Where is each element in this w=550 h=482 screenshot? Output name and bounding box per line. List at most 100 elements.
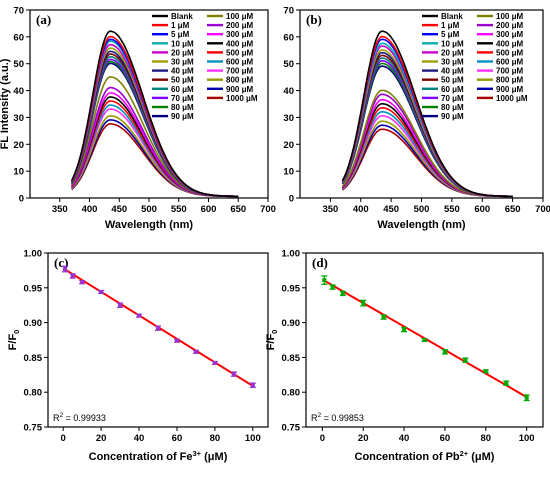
- data-point: [381, 315, 386, 320]
- data-point: [340, 291, 345, 296]
- x-axis-label: Wavelength (nm): [377, 219, 466, 231]
- plot-panel-2: 350 400 450 500 550 600 650 700 0 10 20 30 40 50 60 70 (…: [283, 6, 550, 232]
- data-point: [504, 381, 509, 386]
- legend-label: 700 μM: [226, 67, 253, 76]
- r-squared-value: = 0.99933: [63, 413, 106, 423]
- y-tick-label: 70: [283, 6, 294, 17]
- y-axis-label: F/F0: [265, 330, 279, 351]
- data-point: [137, 313, 142, 318]
- x-axis-label: Wavelength (nm): [105, 219, 194, 231]
- x-tick-label: 80: [210, 433, 221, 444]
- legend-label: 90 μM: [171, 112, 194, 121]
- data-point: [463, 358, 468, 363]
- legend-label: 200 μM: [496, 21, 523, 30]
- x-tick-label: 650: [505, 204, 521, 215]
- y-tick-label: 20: [13, 140, 24, 151]
- x-tick-label: 0: [61, 433, 66, 444]
- data-point: [174, 338, 179, 343]
- x-tick-label: 40: [134, 433, 145, 444]
- data-point: [193, 349, 198, 354]
- legend-label: 500 μM: [226, 48, 253, 57]
- legend-label: 20 μM: [171, 48, 194, 57]
- x-tick-label: 550: [171, 204, 187, 215]
- legend-label: 90 μM: [441, 112, 464, 121]
- legend-label: 700 μM: [496, 67, 523, 76]
- y-tick-label: 0.90: [24, 318, 43, 329]
- legend-label: 80 μM: [171, 103, 194, 112]
- y-tick-label: 1.00: [282, 249, 301, 260]
- r-squared-superscript: 2: [60, 412, 64, 419]
- x-tick-label: 40: [399, 433, 410, 444]
- x-tick-label: 450: [111, 204, 127, 215]
- legend-label: 600 μM: [496, 58, 523, 67]
- y-tick-label: 60: [283, 32, 294, 43]
- legend-label: 1000 μM: [226, 94, 258, 103]
- y-tick-label: 50: [13, 59, 24, 70]
- legend-label: 50 μM: [171, 76, 194, 85]
- x-tick-label: 350: [322, 204, 338, 215]
- y-tick-label: 10: [13, 167, 24, 178]
- r-squared-symbol: R: [311, 413, 318, 423]
- y-tick-label: 30: [13, 113, 24, 124]
- y-axis-label-subscript: 0: [270, 330, 279, 334]
- y-tick-label: 50: [283, 59, 294, 70]
- legend-label: 30 μM: [441, 58, 464, 67]
- x-tick-label: 650: [230, 204, 246, 215]
- x-axis-label-unit: (μM): [201, 451, 228, 463]
- x-tick-label: 500: [141, 204, 157, 215]
- y-tick-label: 40: [283, 86, 294, 97]
- plot-panel-4: 0 20 40 60 80 1000.750.800.850.900.951.00(d)C…: [265, 249, 544, 463]
- x-axis-label-unit: (μM): [468, 451, 495, 463]
- y-tick-label: 60: [13, 32, 24, 43]
- y-axis-label-text: F/F: [265, 334, 277, 351]
- r-squared-annotation: R2 = 0.99853: [311, 412, 364, 423]
- y-axis-label-subscript: 0: [12, 330, 21, 334]
- y-tick-label: 20: [283, 140, 294, 151]
- data-point: [442, 349, 447, 354]
- data-point: [250, 383, 255, 388]
- x-tick-label: 400: [82, 204, 98, 215]
- y-tick-label: 30: [283, 113, 294, 124]
- panel-label: (d): [312, 255, 328, 270]
- data-point: [63, 267, 68, 272]
- y-tick-label: 0.80: [24, 388, 43, 399]
- data-point: [156, 326, 160, 331]
- legend-label: 300 μM: [226, 30, 253, 39]
- legend-label: 900 μM: [226, 85, 253, 94]
- y-tick-label: 1.00: [24, 249, 43, 260]
- legend-label: 10 μM: [171, 39, 194, 48]
- legend-label: 800 μM: [226, 76, 253, 85]
- legend-label: 500 μM: [496, 48, 523, 57]
- legend-label: 40 μM: [171, 67, 194, 76]
- data-point: [524, 395, 529, 400]
- x-tick-label: 20: [96, 433, 107, 444]
- legend-label: 30 μM: [171, 58, 194, 67]
- legend-label: 70 μM: [441, 94, 464, 103]
- data-point: [118, 303, 123, 308]
- data-point: [70, 273, 75, 278]
- spectrum-line: [70, 30, 239, 198]
- legend-label: 300 μM: [496, 30, 523, 39]
- y-tick-label: 0.90: [282, 318, 301, 329]
- y-tick-label: 10: [283, 167, 294, 178]
- plot-frame: [305, 252, 544, 428]
- r-squared-symbol: R: [53, 413, 60, 423]
- y-tick-label: 0: [289, 194, 294, 205]
- r-squared-annotation: R2 = 0.99933: [53, 412, 106, 423]
- legend-label: 20 μM: [441, 48, 464, 57]
- data-point: [80, 280, 85, 285]
- data-point: [330, 285, 335, 290]
- data-point: [322, 278, 327, 283]
- y-tick-label: 0.95: [282, 283, 301, 294]
- spectrum-line: [71, 96, 239, 198]
- y-tick-label: 70: [13, 6, 24, 17]
- legend-label: 100 μM: [226, 12, 253, 21]
- x-axis-label-text: Concentration of Pb: [355, 451, 460, 463]
- data-point: [483, 369, 488, 374]
- y-tick-label: 0.85: [24, 353, 43, 364]
- x-axis-label: Concentration of Fe3+ (μM): [89, 449, 228, 463]
- x-axis-label-superscript: 3+: [193, 449, 202, 458]
- x-tick-label: 700: [260, 204, 276, 215]
- r-squared-value: = 0.99853: [321, 413, 364, 423]
